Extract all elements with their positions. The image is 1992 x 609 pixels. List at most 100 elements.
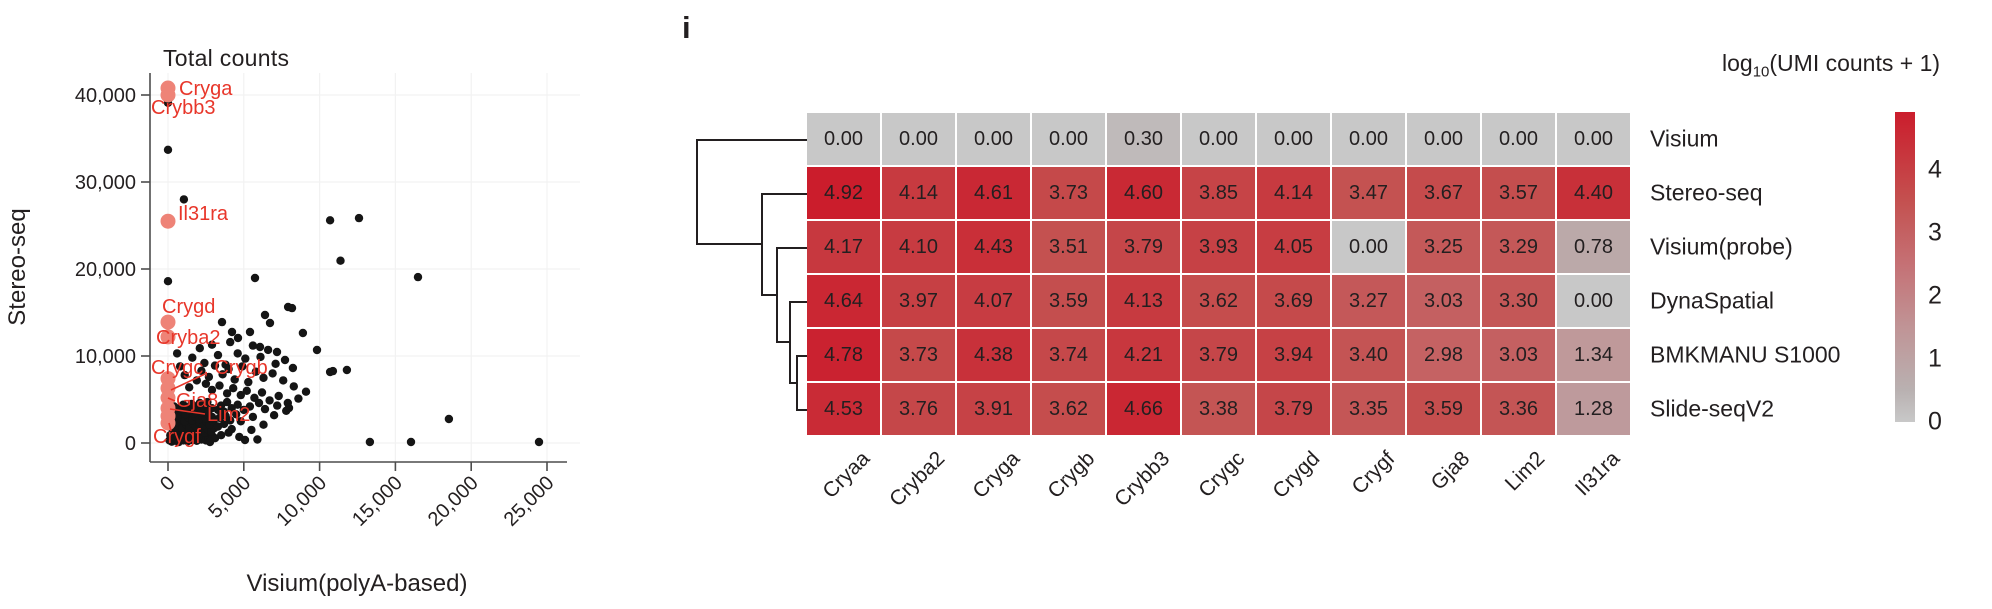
heatmap-cell: 4.43 <box>957 221 1030 273</box>
scatter-point <box>195 344 204 353</box>
heatmap-cell: 0.00 <box>807 113 880 165</box>
heatmap-cell: 4.13 <box>1107 275 1180 327</box>
scatter-point <box>255 342 265 352</box>
heatmap-cell: 4.10 <box>882 221 955 273</box>
heatmap-cell: 4.21 <box>1107 329 1180 381</box>
heatmap-cell: 3.76 <box>882 383 955 435</box>
heatmap-cell: 4.05 <box>1257 221 1330 273</box>
heatmap-cell: 1.34 <box>1557 329 1630 381</box>
colorbar-tick-label: 1 <box>1928 344 1942 373</box>
scatter-point <box>207 385 217 395</box>
heatmap-cell: 3.35 <box>1332 383 1405 435</box>
heatmap-cell: 0.00 <box>1557 275 1630 327</box>
heatmap-cell: 3.73 <box>882 329 955 381</box>
heatmap-cell: 4.14 <box>882 167 955 219</box>
scatter-point <box>251 367 261 376</box>
heatmap-cell: 0.00 <box>1332 113 1405 165</box>
heatmap-cell: 3.67 <box>1407 167 1480 219</box>
colorbar-gradient <box>1895 112 1915 422</box>
scatter-point <box>240 435 250 445</box>
heatmap-cell: 2.98 <box>1407 329 1480 381</box>
scatter-point <box>216 431 226 440</box>
scatter-point <box>272 347 282 357</box>
scatter-point <box>217 317 227 327</box>
scatter-point <box>242 386 251 395</box>
gene-label-leader-line <box>170 373 206 391</box>
heatmap-cell: 0.00 <box>882 113 955 165</box>
heatmap-cell: 3.74 <box>1032 329 1105 381</box>
heatmap-cell: 3.62 <box>1182 275 1255 327</box>
y-tick-label: 20,000 <box>75 259 136 281</box>
heatmap-cell: 3.57 <box>1482 167 1555 219</box>
gene-label: Cryba2 <box>156 327 220 349</box>
heatmap-cell: 0.00 <box>1407 113 1480 165</box>
heatmap-cell: 3.03 <box>1482 329 1555 381</box>
y-tick-label: 10,000 <box>75 346 136 368</box>
heatmap-cell: 4.53 <box>807 383 880 435</box>
scatter-point <box>284 403 294 413</box>
heatmap-row-label: Visium <box>1650 125 1719 152</box>
heatmap-cell: 0.00 <box>1332 221 1405 273</box>
scatter-point <box>203 397 212 407</box>
scatter-point <box>279 376 288 385</box>
y-tick-label: 30,000 <box>75 172 136 194</box>
heatmap-cell: 3.36 <box>1482 383 1555 435</box>
scatter-point <box>215 381 224 390</box>
x-tick-label: 25,000 <box>500 472 559 531</box>
heatmap-cell: 3.27 <box>1332 275 1405 327</box>
scatter-point <box>227 327 237 337</box>
scatter-point <box>219 419 229 429</box>
scatter-point <box>444 414 454 424</box>
heatmap-cell: 0.30 <box>1107 113 1180 165</box>
heatmap-cell: 3.29 <box>1482 221 1555 273</box>
scatter-point <box>222 397 232 407</box>
heatmap-cell: 3.79 <box>1182 329 1255 381</box>
heatmap-cell: 3.40 <box>1332 329 1405 381</box>
heatmap-cell: 0.00 <box>1032 113 1105 165</box>
heatmap-cell: 3.79 <box>1257 383 1330 435</box>
heatmap-cell: 4.17 <box>807 221 880 273</box>
highlight-point <box>160 390 176 406</box>
scatter-point <box>245 402 255 411</box>
heatmap-cell: 3.59 <box>1032 275 1105 327</box>
heatmap-cell: 4.40 <box>1557 167 1630 219</box>
gene-label: Cryga <box>179 78 233 100</box>
scatter-point <box>342 365 352 375</box>
gene-label: Crygd <box>162 296 215 318</box>
scatter-point <box>257 388 267 397</box>
gene-label-leader-line <box>167 397 176 402</box>
axes <box>141 73 567 471</box>
scatter-points <box>163 98 544 447</box>
colorbar-tick-label: 2 <box>1928 281 1942 310</box>
x-tick-label: 20,000 <box>424 472 483 531</box>
heatmap-cell: 3.94 <box>1257 329 1330 381</box>
scatter-point <box>163 277 173 286</box>
heatmap-cell: 4.07 <box>957 275 1030 327</box>
gene-label: Crygf <box>153 426 201 448</box>
scatter-point <box>325 216 335 225</box>
highlight-points <box>160 80 176 431</box>
scatter-point <box>274 391 283 401</box>
scatter-point <box>224 364 233 374</box>
gene-label-leader-line <box>168 422 172 432</box>
colorbar-title-prefix: log <box>1722 50 1753 76</box>
scatter-point <box>244 377 253 387</box>
gene-label: Gja8 <box>176 390 218 412</box>
scatter-point <box>232 410 241 419</box>
heatmap-cell: 3.30 <box>1482 275 1555 327</box>
scatter-point <box>328 366 338 376</box>
heatmap-cell: 4.64 <box>807 275 880 327</box>
scatter-point <box>288 363 298 373</box>
heatmap-cell: 3.93 <box>1182 221 1255 273</box>
scatter-point <box>256 352 265 362</box>
scatter-point <box>205 437 215 447</box>
scatter-point <box>213 350 223 360</box>
highlight-point <box>160 87 176 103</box>
scatter-point <box>271 359 280 368</box>
scatter-point <box>224 428 233 437</box>
highlight-point <box>160 329 176 345</box>
scatter-point <box>197 366 206 375</box>
scatter-title: Total counts <box>163 45 290 71</box>
